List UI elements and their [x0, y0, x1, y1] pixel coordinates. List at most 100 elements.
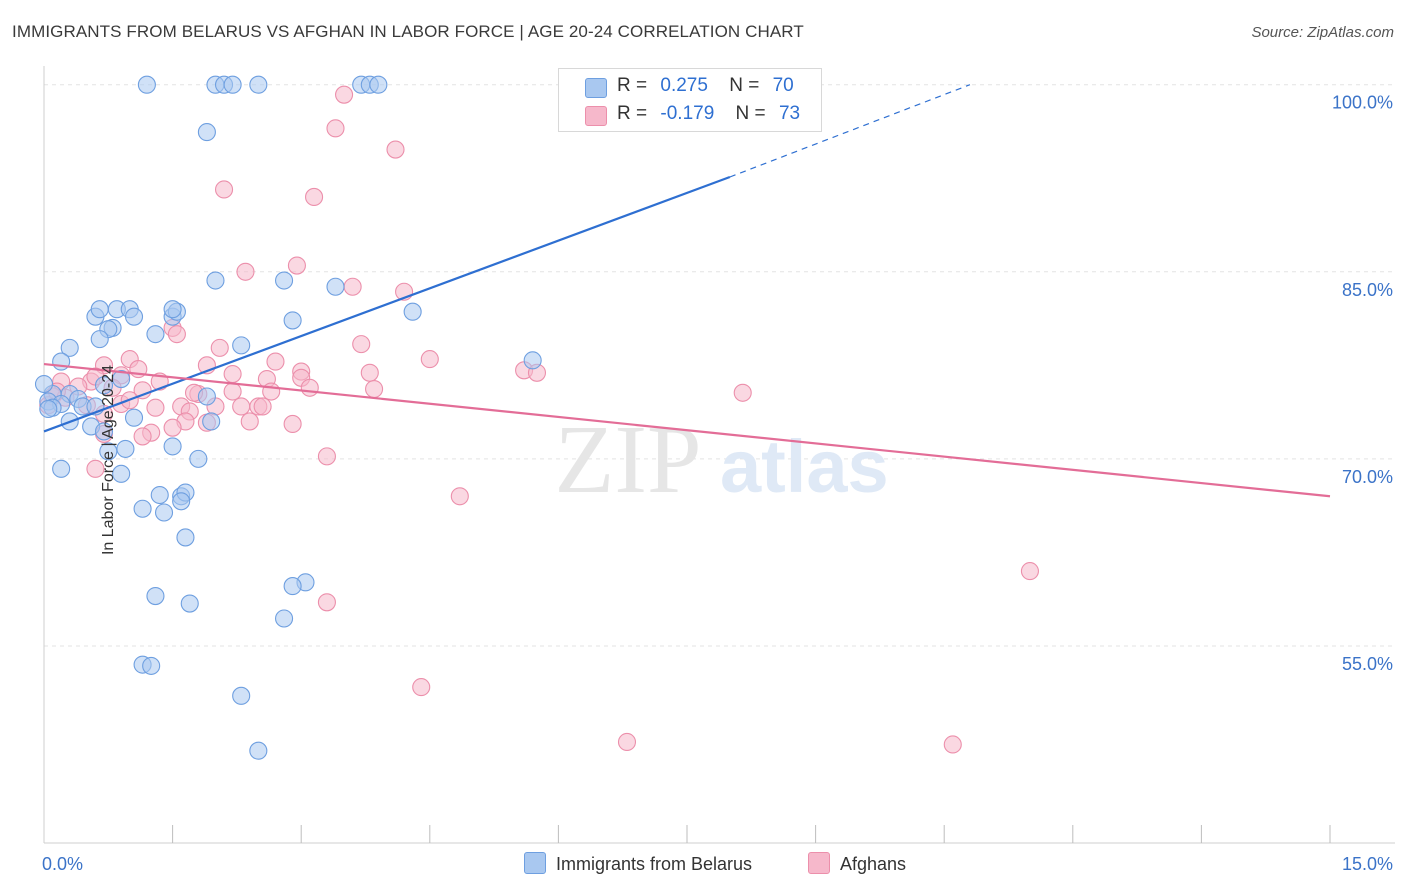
afghan-point: [266, 352, 285, 371]
belarus-point: [249, 741, 268, 760]
belarus-point: [133, 499, 152, 518]
legend-r-label: R =: [617, 75, 648, 96]
watermark-atlas: atlas: [720, 425, 889, 508]
belarus-point: [112, 369, 131, 389]
axis-layer: [43, 66, 1395, 844]
afghan-point: [283, 414, 302, 433]
afghan-point: [262, 382, 281, 401]
legend-swatch-afghans: [585, 106, 607, 126]
belarus-point: [116, 439, 135, 458]
belarus-point: [275, 271, 294, 290]
tick-labels: 100.0% 85.0% 70.0% 55.0% 0.0% 15.0%: [42, 93, 1393, 874]
afghan-point: [214, 180, 234, 199]
afghan-point: [300, 378, 319, 397]
bottom-legend-swatch-afghans: [808, 852, 830, 874]
afghan-point: [210, 338, 229, 357]
y-tick-label: 55.0%: [1342, 654, 1393, 674]
grid-layer: [44, 84, 1395, 647]
belarus-point: [90, 300, 109, 319]
belarus-point: [202, 412, 221, 431]
afghan-point: [146, 398, 165, 417]
belarus-point: [137, 75, 156, 94]
belarus-point: [172, 492, 191, 511]
afghan-point: [317, 593, 336, 612]
afghan-point: [163, 418, 182, 437]
afghan-point: [133, 381, 152, 400]
belarus-point: [163, 300, 182, 319]
legend-r-value-belarus: 0.275: [660, 75, 708, 96]
afghan-point: [223, 365, 242, 384]
trend-line-belarus: [43, 175, 731, 433]
belarus-point: [283, 311, 302, 330]
afghan-point: [232, 397, 251, 416]
afghan-point: [733, 383, 752, 402]
y-tick-label: 85.0%: [1342, 280, 1393, 300]
legend-n-value-belarus: 70: [772, 75, 794, 96]
afghan-point: [343, 277, 362, 296]
belarus-point: [163, 437, 182, 456]
belarus-point: [60, 338, 79, 357]
afghan-point: [1020, 562, 1039, 581]
afghan-point: [223, 382, 242, 401]
belarus-point: [232, 336, 251, 355]
afghan-point: [287, 256, 306, 275]
belarus-point: [124, 408, 144, 427]
trend-line-belarus-extension: [729, 84, 971, 178]
belarus-point: [223, 75, 242, 94]
belarus-point: [112, 464, 131, 483]
belarus-point: [94, 376, 114, 395]
legend-r-label: R =: [617, 103, 648, 124]
belarus-point: [197, 123, 216, 142]
legend-n-label: N =: [735, 103, 766, 124]
afghan-point: [420, 350, 439, 369]
afghan-point: [236, 262, 255, 281]
y-tick-label: 100.0%: [1332, 93, 1393, 113]
bottom-legend-afghans: Afghans: [808, 852, 906, 875]
afghan-point: [412, 678, 431, 697]
legend-n-label: N =: [729, 75, 760, 96]
afghan-point: [352, 335, 371, 354]
afghan-point: [240, 412, 259, 431]
afghan-point: [386, 140, 405, 159]
legend-r-value-afghans: -0.179: [660, 103, 715, 124]
afghan-point: [167, 325, 186, 344]
trend-layer: [43, 84, 1331, 498]
belarus-point: [52, 459, 71, 478]
belarus-point: [197, 387, 216, 406]
afghan-point: [317, 447, 336, 466]
afghan-point: [360, 363, 379, 382]
afghan-point: [335, 85, 354, 104]
belarus-point: [34, 374, 54, 394]
y-tick-label: 70.0%: [1342, 467, 1393, 487]
afghan-point: [450, 487, 469, 506]
belarus-point: [523, 351, 542, 370]
belarus-point: [90, 330, 109, 349]
legend-swatch-belarus: [585, 78, 607, 98]
watermark-zip: ZIP: [555, 406, 702, 514]
belarus-point: [189, 449, 208, 468]
afghan-point: [326, 119, 345, 138]
belarus-point: [206, 271, 225, 290]
belarus-point: [124, 307, 144, 326]
series-belarus-points: [34, 75, 542, 760]
belarus-point: [146, 325, 165, 344]
bottom-legend-label-belarus: Immigrants from Belarus: [556, 854, 753, 874]
afghan-point: [253, 397, 272, 416]
belarus-point: [150, 485, 169, 505]
belarus-point: [369, 75, 388, 94]
belarus-point: [154, 503, 174, 522]
bottom-legend-swatch-belarus: [524, 852, 546, 874]
belarus-point: [176, 528, 195, 547]
trend-line-afghans: [43, 362, 1331, 498]
belarus-point: [180, 594, 199, 613]
afghan-point: [305, 187, 324, 207]
afghan-point: [133, 427, 152, 446]
belarus-point: [283, 577, 302, 596]
bottom-legend-belarus: Immigrants from Belarus: [524, 852, 752, 875]
chart-source: Source: ZipAtlas.com: [1251, 24, 1394, 41]
belarus-point: [232, 686, 251, 705]
belarus-point: [326, 277, 345, 296]
belarus-point: [94, 422, 114, 441]
y-axis-label: In Labor Force | Age 20-24: [100, 364, 118, 556]
